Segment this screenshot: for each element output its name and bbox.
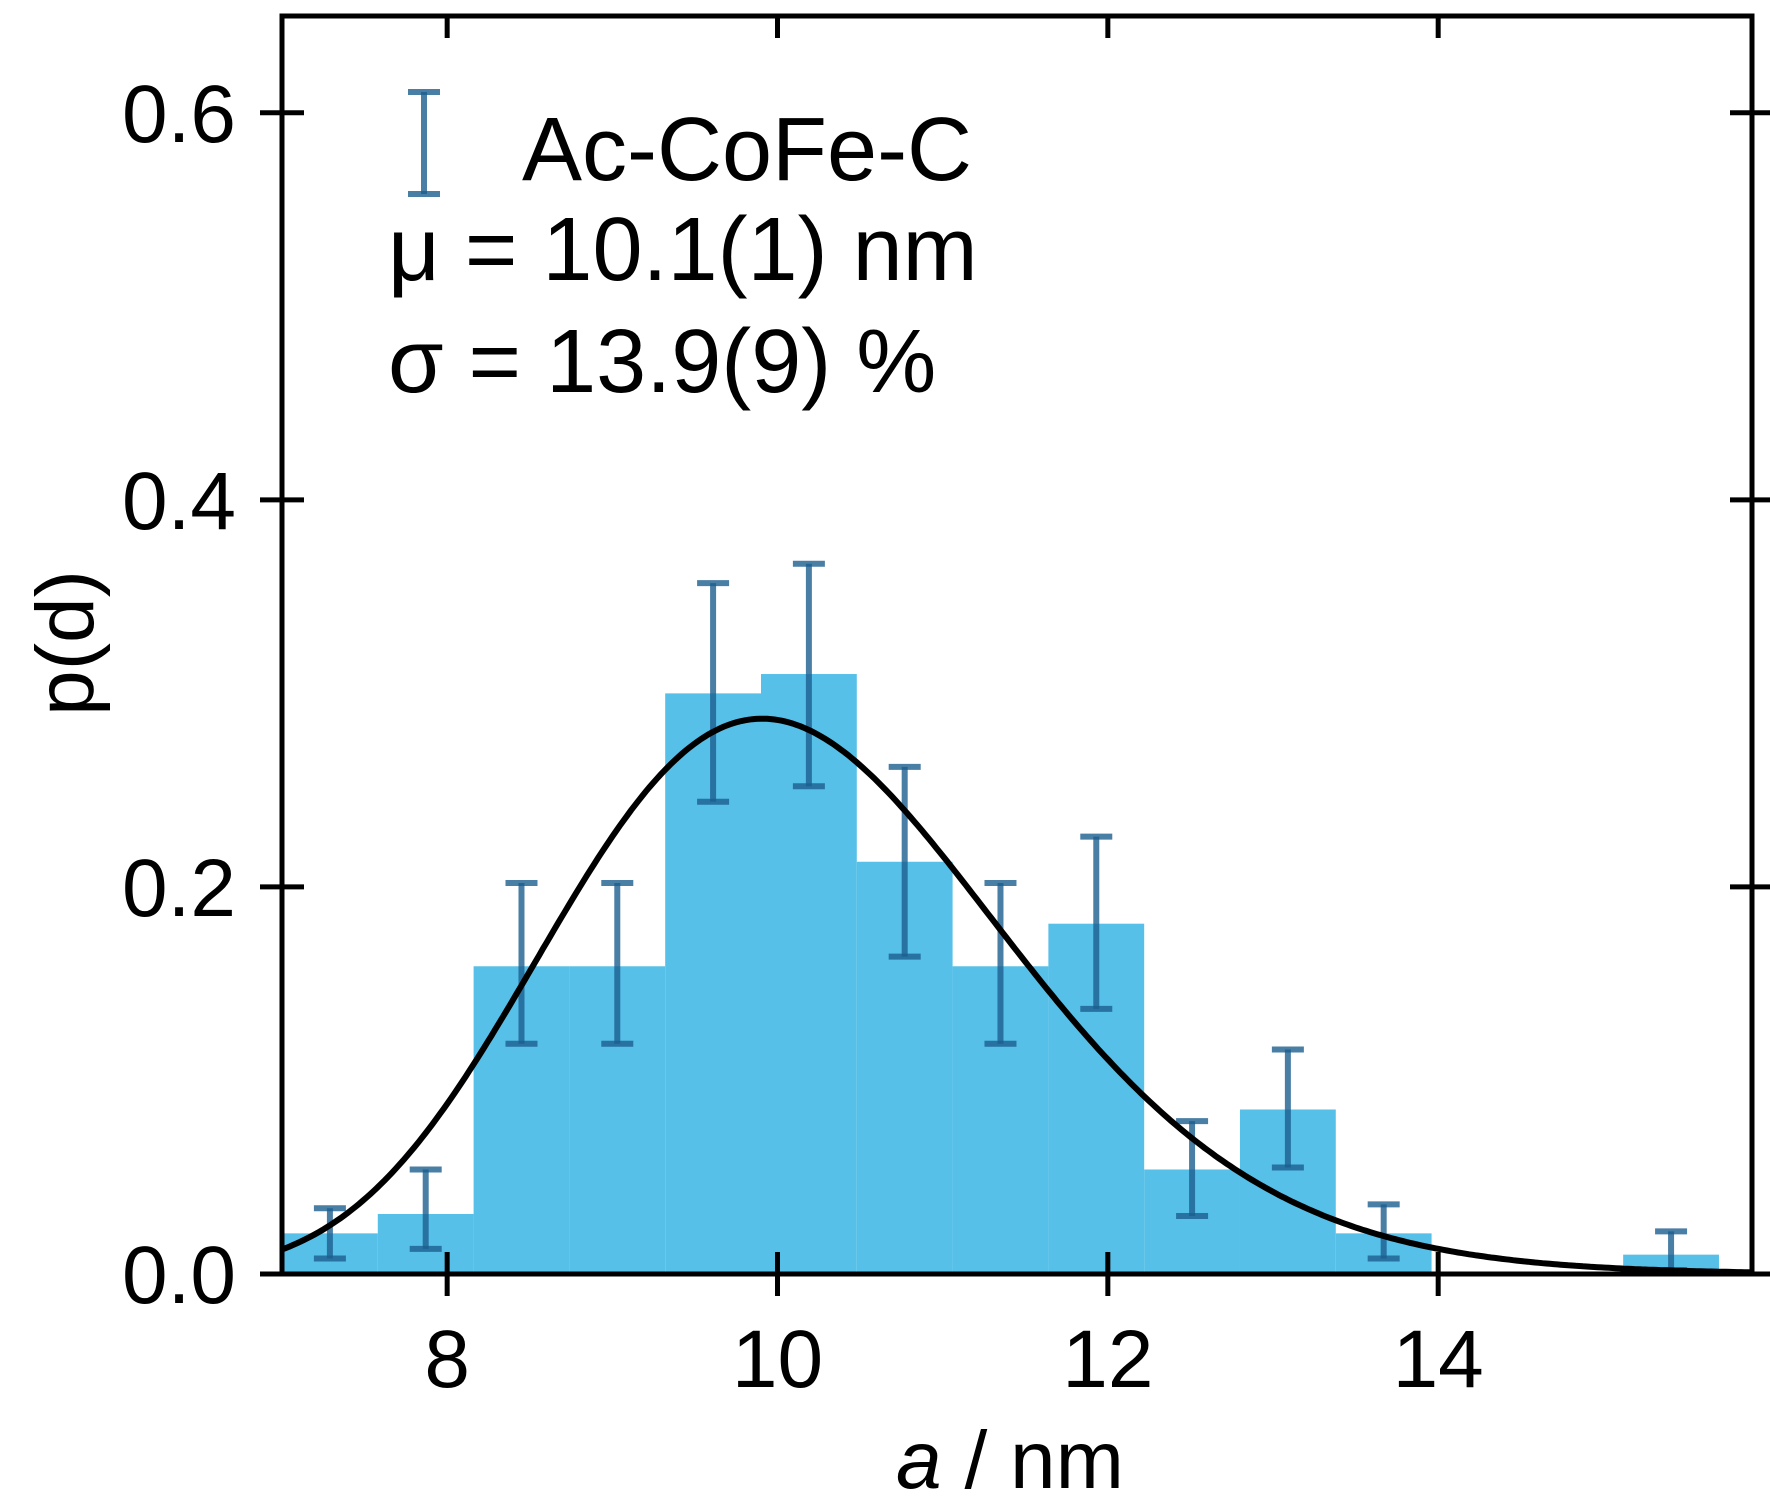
annotation-sigma: σ = 13.9(9) % xyxy=(388,312,936,412)
error-bar xyxy=(697,580,730,805)
y-tick-label: 0.0 xyxy=(122,1230,236,1321)
lognormal-fit-curve xyxy=(280,715,1753,1276)
y-axis-title: p(d) xyxy=(20,570,111,716)
x-axis-variable: a xyxy=(896,1415,942,1500)
legend-marker-shape xyxy=(408,89,440,197)
error-bar xyxy=(888,763,921,960)
error-bar xyxy=(984,880,1017,1047)
error-bar xyxy=(601,880,634,1047)
error-bar xyxy=(409,1166,442,1252)
x-tick-label: 14 xyxy=(1393,1314,1484,1405)
x-axis-unit: / nm xyxy=(964,1415,1123,1500)
y-tick-label: 0.4 xyxy=(122,456,236,547)
x-tick-label: 12 xyxy=(1062,1314,1153,1405)
x-tick-labels: 8 10 12 14 xyxy=(424,1314,1483,1405)
legend-errorbar-icon xyxy=(408,89,440,197)
x-axis-title: a / nm xyxy=(896,1415,1124,1500)
error-bar xyxy=(1080,833,1113,1012)
x-tick-label: 8 xyxy=(424,1314,470,1405)
annotation-mu: μ = 10.1(1) nm xyxy=(388,200,978,300)
error-bar xyxy=(505,880,538,1047)
y-tick-label: 0.2 xyxy=(122,843,236,934)
error-bar xyxy=(792,560,825,790)
y-tick-label: 0.6 xyxy=(122,69,236,160)
legend-label: Ac-CoFe-C xyxy=(522,100,972,200)
error-bar xyxy=(1271,1046,1304,1171)
legend: Ac-CoFe-C μ = 10.1(1) nm σ = 13.9(9) % xyxy=(388,89,978,412)
plot-frame xyxy=(279,13,1755,1277)
error-bar xyxy=(313,1205,346,1262)
histogram-bars xyxy=(282,674,1719,1274)
error-bars xyxy=(313,560,1688,1274)
x-tick-label: 10 xyxy=(732,1314,823,1405)
error-bar xyxy=(1367,1201,1400,1262)
y-tick-labels: 0.0 0.2 0.4 0.6 xyxy=(122,69,236,1321)
axis-ticks xyxy=(260,16,1770,1296)
